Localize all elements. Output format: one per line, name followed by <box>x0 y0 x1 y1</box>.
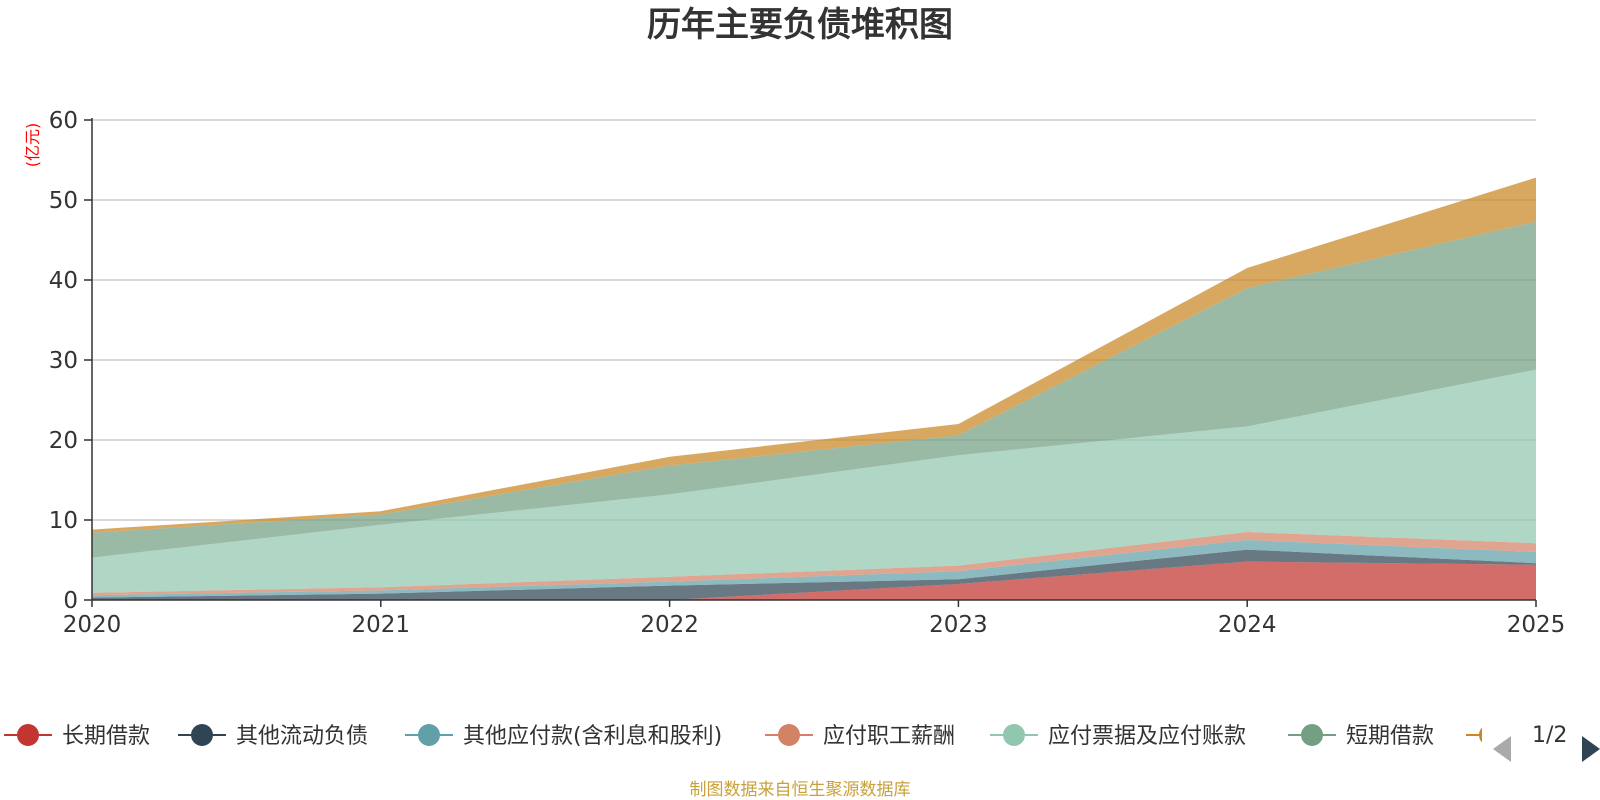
area-短期借款 <box>92 221 1536 558</box>
legend-marker <box>1003 724 1025 746</box>
y-tick-label: 50 <box>49 188 78 214</box>
area-series <box>92 177 1536 600</box>
x-tick-label: 2023 <box>929 612 988 638</box>
legend-page-indicator: 1/2 <box>1532 723 1567 748</box>
legend-label: 其他应付款(含利息和股利) <box>463 724 722 749</box>
area-应付职工薪酬 <box>92 532 1536 596</box>
x-tick-label: 2020 <box>63 612 122 638</box>
legend-marker <box>17 724 39 746</box>
legend-marker <box>1301 724 1323 746</box>
area-其他应付款(含利息和股利) <box>92 540 1536 598</box>
x-tick-label: 2024 <box>1218 612 1277 638</box>
legend-marker <box>418 724 440 746</box>
legend-marker <box>778 724 800 746</box>
legend-label: 短期借款 <box>1346 724 1434 749</box>
legend-next-page-icon[interactable] <box>1582 736 1600 762</box>
y-tick-label: 60 <box>49 108 78 134</box>
y-tick-label: 30 <box>49 348 78 374</box>
y-tick-label: 10 <box>49 508 78 534</box>
legend-prev-page-icon[interactable] <box>1493 736 1511 762</box>
legend-label: 应付职工薪酬 <box>823 724 955 749</box>
axes: 0 10 20 30 40 50 60 2020 2021 2022 2023 2024 2025 <box>49 108 1566 638</box>
y-axis-unit-label: (亿元) <box>23 123 42 168</box>
legend: 长期借款 其他流动负债 其他应付款(含利息和股利) 应付职工薪酬 应付票据及应付账款 短期… <box>4 719 1522 751</box>
source-note: 制图数据来自恒生聚源数据库 <box>690 780 911 800</box>
y-tick-label: 20 <box>49 428 78 454</box>
legend-marker <box>191 724 213 746</box>
x-tick-label: 2021 <box>352 612 411 638</box>
chart-title: 历年主要负债堆积图 <box>647 5 953 45</box>
y-tick-label: 40 <box>49 268 78 294</box>
legend-label: 其他流动负债 <box>236 724 368 749</box>
legend-pager: 1/2 <box>1493 723 1600 762</box>
legend-label: 长期借款 <box>62 724 150 749</box>
area-其他流动负债 <box>92 549 1536 600</box>
x-tick-label: 2022 <box>640 612 699 638</box>
y-tick-label: 0 <box>63 588 78 614</box>
legend-label: 应付票据及应付账款 <box>1048 724 1246 749</box>
area-长期借款 <box>92 561 1536 600</box>
x-tick-label: 2025 <box>1507 612 1566 638</box>
area-应付票据及应付账款 <box>92 369 1536 593</box>
